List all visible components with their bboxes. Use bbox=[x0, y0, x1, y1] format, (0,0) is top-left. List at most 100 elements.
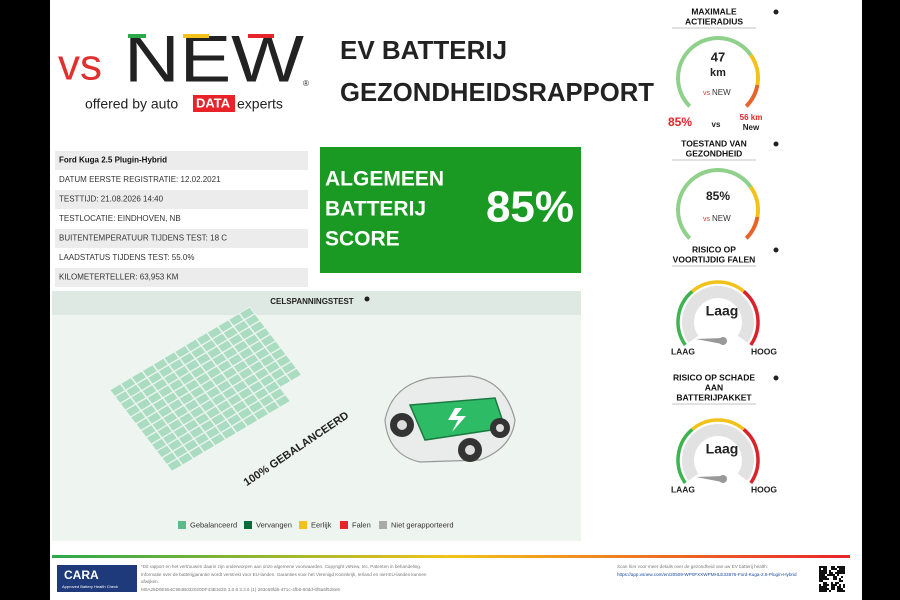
cell bbox=[200, 359, 217, 373]
cell bbox=[274, 394, 291, 408]
score-label: SCORE bbox=[325, 228, 400, 251]
gauge-arc bbox=[682, 286, 754, 343]
qr-module bbox=[819, 576, 821, 578]
legend-label: Vervangen bbox=[256, 520, 292, 529]
cell bbox=[185, 338, 202, 353]
cell bbox=[243, 373, 260, 387]
qr-module bbox=[839, 572, 841, 574]
badge-title: CARA bbox=[64, 568, 99, 582]
qr-module bbox=[837, 588, 839, 590]
logo-bar bbox=[248, 34, 274, 38]
qr-module bbox=[841, 590, 843, 592]
cell-header bbox=[52, 291, 581, 315]
cell bbox=[253, 407, 270, 421]
cell bbox=[168, 378, 185, 392]
qr-module bbox=[821, 570, 823, 572]
cell bbox=[184, 358, 201, 373]
table-row-bg bbox=[55, 151, 308, 170]
qr-module bbox=[825, 576, 827, 578]
cell bbox=[215, 419, 232, 433]
qr-module bbox=[841, 572, 843, 574]
qr-module bbox=[837, 590, 839, 592]
qr-module bbox=[839, 568, 841, 570]
cell bbox=[269, 387, 286, 401]
qr-module bbox=[831, 588, 833, 590]
cell bbox=[174, 345, 191, 359]
qr-module bbox=[831, 574, 833, 576]
gauge-title: BATTERIJPAKKET bbox=[676, 392, 752, 402]
cell bbox=[193, 432, 210, 446]
cell bbox=[167, 418, 184, 432]
cell bbox=[259, 353, 276, 368]
legend-label: Niet gerapporteerd bbox=[391, 520, 454, 529]
cell bbox=[243, 333, 260, 347]
cell bbox=[189, 365, 206, 379]
cell bbox=[163, 351, 180, 365]
cell bbox=[200, 379, 217, 393]
gauge-arc bbox=[691, 280, 745, 293]
table-row: DATUM EERSTE REGISTRATIE: 12.02.2021 bbox=[59, 175, 221, 184]
cell bbox=[190, 345, 207, 359]
info-icon bbox=[773, 375, 779, 381]
score-box bbox=[320, 147, 581, 273]
cell bbox=[269, 367, 286, 381]
cell bbox=[259, 333, 276, 348]
table-row: KILOMETERTELLER: 63,953 KM bbox=[59, 273, 179, 282]
cell bbox=[109, 383, 126, 397]
cell bbox=[119, 397, 136, 411]
cell bbox=[211, 352, 228, 367]
qr-module bbox=[819, 568, 821, 570]
cell bbox=[264, 380, 281, 395]
cell bbox=[211, 332, 228, 347]
cell bbox=[172, 445, 189, 459]
cell bbox=[220, 426, 237, 440]
table-row: TESTTIJD: 21.08.2026 14:40 bbox=[59, 195, 164, 204]
qr-module bbox=[821, 578, 823, 580]
report-url[interactable]: https://app.vsnew.com/en/20509-WP0FXXWPM… bbox=[617, 572, 797, 577]
cell bbox=[237, 366, 254, 381]
qr-module bbox=[829, 570, 831, 572]
cell bbox=[199, 439, 216, 453]
qr-module bbox=[823, 568, 825, 570]
qr-module bbox=[837, 572, 839, 574]
cell bbox=[205, 365, 222, 380]
cell bbox=[157, 404, 174, 419]
qr-module bbox=[841, 588, 843, 590]
qr-module bbox=[823, 572, 825, 574]
risk-value: Laag bbox=[706, 441, 739, 457]
qr-module bbox=[819, 580, 821, 582]
qr-module bbox=[821, 588, 823, 590]
qr-module bbox=[843, 566, 845, 568]
logo-registered: ® bbox=[303, 79, 309, 88]
qr-module bbox=[839, 588, 841, 590]
qr-module bbox=[819, 570, 821, 572]
logo-new: NEW bbox=[124, 21, 305, 95]
cell bbox=[263, 400, 280, 415]
cell bbox=[244, 313, 261, 327]
cell bbox=[145, 431, 162, 445]
qr-module bbox=[833, 586, 835, 588]
risk-high: HOOG bbox=[751, 484, 777, 494]
qr-module bbox=[825, 578, 827, 580]
cell bbox=[141, 384, 158, 398]
cell bbox=[177, 451, 194, 466]
qr-module bbox=[819, 584, 821, 586]
qr-module bbox=[841, 580, 843, 582]
qr-module bbox=[819, 590, 821, 592]
cell bbox=[188, 445, 205, 459]
gauge-arc bbox=[744, 216, 760, 240]
legend-swatch bbox=[178, 521, 186, 529]
info-icon bbox=[773, 247, 779, 253]
qr-module bbox=[819, 588, 821, 590]
table-row-bg bbox=[55, 229, 308, 248]
cell bbox=[120, 377, 137, 391]
qr-module bbox=[831, 566, 833, 568]
legend-label: Gebalanceerd bbox=[190, 520, 237, 529]
range-unit: km bbox=[710, 67, 726, 79]
cell bbox=[237, 386, 254, 401]
qr-module bbox=[825, 582, 827, 584]
qr-module bbox=[831, 568, 833, 570]
cell bbox=[183, 418, 200, 433]
cell bbox=[167, 438, 184, 452]
